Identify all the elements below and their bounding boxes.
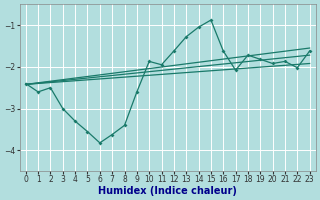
X-axis label: Humidex (Indice chaleur): Humidex (Indice chaleur): [98, 186, 237, 196]
